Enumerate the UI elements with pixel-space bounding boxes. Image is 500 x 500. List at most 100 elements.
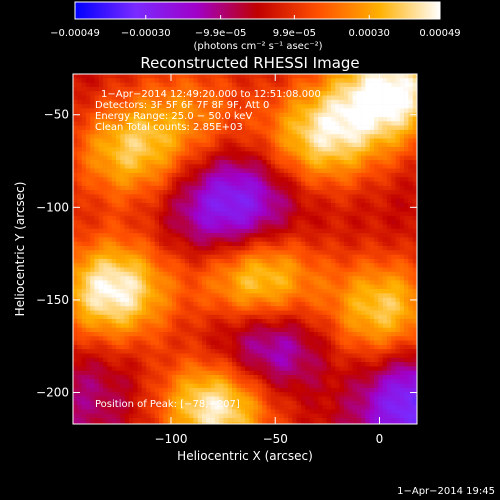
heatmap-cell bbox=[73, 224, 78, 230]
heatmap-cell bbox=[116, 147, 121, 152]
heatmap-cell bbox=[331, 314, 336, 320]
heatmap-cell bbox=[283, 99, 289, 105]
heatmap-cell bbox=[343, 155, 349, 161]
heatmap-cell bbox=[378, 142, 383, 148]
heatmap-cell bbox=[124, 215, 130, 221]
heatmap-cell bbox=[219, 211, 224, 217]
heatmap-cell bbox=[81, 95, 87, 101]
heatmap-cell bbox=[374, 215, 379, 221]
heatmap-cell bbox=[369, 267, 375, 273]
heatmap-cell bbox=[214, 86, 220, 92]
heatmap-cell bbox=[326, 138, 332, 144]
heatmap-cell bbox=[137, 211, 143, 217]
heatmap-cell bbox=[124, 160, 130, 165]
heatmap-cell bbox=[98, 224, 104, 230]
heatmap-cell bbox=[236, 181, 241, 187]
heatmap-cell bbox=[369, 207, 375, 212]
heatmap-cell bbox=[202, 306, 207, 311]
heatmap-cell bbox=[120, 237, 125, 242]
heatmap-cell bbox=[159, 134, 164, 139]
heatmap-cell bbox=[120, 233, 125, 238]
heatmap-cell bbox=[150, 293, 155, 298]
heatmap-cell bbox=[189, 129, 194, 135]
heatmap-cell bbox=[352, 250, 358, 255]
heatmap-cell bbox=[210, 138, 216, 144]
heatmap-cell bbox=[369, 86, 375, 92]
heatmap-cell bbox=[73, 168, 78, 174]
heatmap-cell bbox=[343, 108, 349, 113]
heatmap-cell bbox=[223, 121, 229, 126]
heatmap-cell bbox=[240, 155, 246, 161]
heatmap-cell bbox=[184, 254, 190, 260]
heatmap-cell bbox=[257, 142, 263, 148]
heatmap-cell bbox=[189, 203, 194, 208]
heatmap-cell bbox=[412, 82, 417, 88]
heatmap-cell bbox=[386, 336, 392, 341]
heatmap-cell bbox=[305, 254, 310, 260]
heatmap-cell bbox=[103, 177, 108, 182]
heatmap-cell bbox=[412, 177, 417, 182]
heatmap-cell bbox=[356, 190, 362, 195]
heatmap-cell bbox=[202, 323, 207, 328]
heatmap-cell bbox=[322, 129, 327, 135]
heatmap-cell bbox=[240, 104, 246, 109]
heatmap-cell bbox=[343, 203, 349, 208]
heatmap-cell bbox=[296, 112, 302, 118]
heatmap-cell bbox=[288, 181, 293, 187]
heatmap-cell bbox=[159, 147, 164, 152]
heatmap-cell bbox=[279, 177, 284, 182]
heatmap-cell bbox=[335, 241, 340, 247]
heatmap-cell bbox=[73, 86, 78, 92]
heatmap-cell bbox=[236, 254, 241, 260]
heatmap-cell bbox=[245, 327, 250, 333]
heatmap-cell bbox=[249, 215, 254, 221]
heatmap-cell bbox=[171, 250, 177, 255]
heatmap-cell bbox=[245, 289, 250, 294]
heatmap-cell bbox=[288, 172, 293, 178]
heatmap-cell bbox=[219, 172, 224, 178]
heatmap-cell bbox=[339, 181, 345, 187]
heatmap-cell bbox=[146, 310, 151, 316]
heatmap-cell bbox=[374, 207, 379, 212]
heatmap-cell bbox=[399, 319, 405, 324]
heatmap-cell bbox=[193, 82, 198, 88]
heatmap-cell bbox=[120, 134, 125, 139]
heatmap-cell bbox=[270, 211, 276, 217]
heatmap-cell bbox=[176, 129, 181, 135]
heatmap-cell bbox=[159, 194, 164, 199]
heatmap-cell bbox=[374, 314, 379, 320]
heatmap-cell bbox=[257, 99, 263, 105]
heatmap-cell bbox=[365, 228, 370, 234]
heatmap-cell bbox=[210, 91, 216, 96]
heatmap-cell bbox=[176, 258, 181, 264]
heatmap-cell bbox=[318, 224, 323, 230]
heatmap-cell bbox=[296, 86, 302, 92]
heatmap-cell bbox=[404, 203, 409, 208]
heatmap-cell bbox=[395, 323, 401, 328]
heatmap-cell bbox=[232, 306, 237, 311]
heatmap-cell bbox=[408, 246, 413, 251]
heatmap-cell bbox=[189, 82, 194, 88]
heatmap-cell bbox=[386, 254, 392, 260]
heatmap-cell bbox=[262, 327, 267, 333]
heatmap-cell bbox=[331, 301, 336, 307]
heatmap-cell bbox=[343, 151, 349, 156]
heatmap-cell bbox=[386, 327, 392, 333]
heatmap-cell bbox=[141, 241, 147, 247]
heatmap-cell bbox=[146, 194, 151, 199]
heatmap-cell bbox=[193, 319, 198, 324]
heatmap-cell bbox=[300, 293, 306, 298]
heatmap-cell bbox=[318, 155, 323, 161]
heatmap-cell bbox=[378, 99, 383, 105]
heatmap-cell bbox=[408, 271, 413, 277]
heatmap-cell bbox=[296, 237, 302, 242]
heatmap-cell bbox=[331, 168, 336, 174]
heatmap-cell bbox=[257, 241, 263, 247]
heatmap-cell bbox=[313, 108, 319, 113]
heatmap-cell bbox=[404, 82, 409, 88]
heatmap-cell bbox=[331, 108, 336, 113]
heatmap-cell bbox=[361, 95, 366, 101]
heatmap-cell bbox=[245, 284, 250, 290]
heatmap-cell bbox=[292, 267, 297, 273]
heatmap-cell bbox=[154, 284, 160, 290]
